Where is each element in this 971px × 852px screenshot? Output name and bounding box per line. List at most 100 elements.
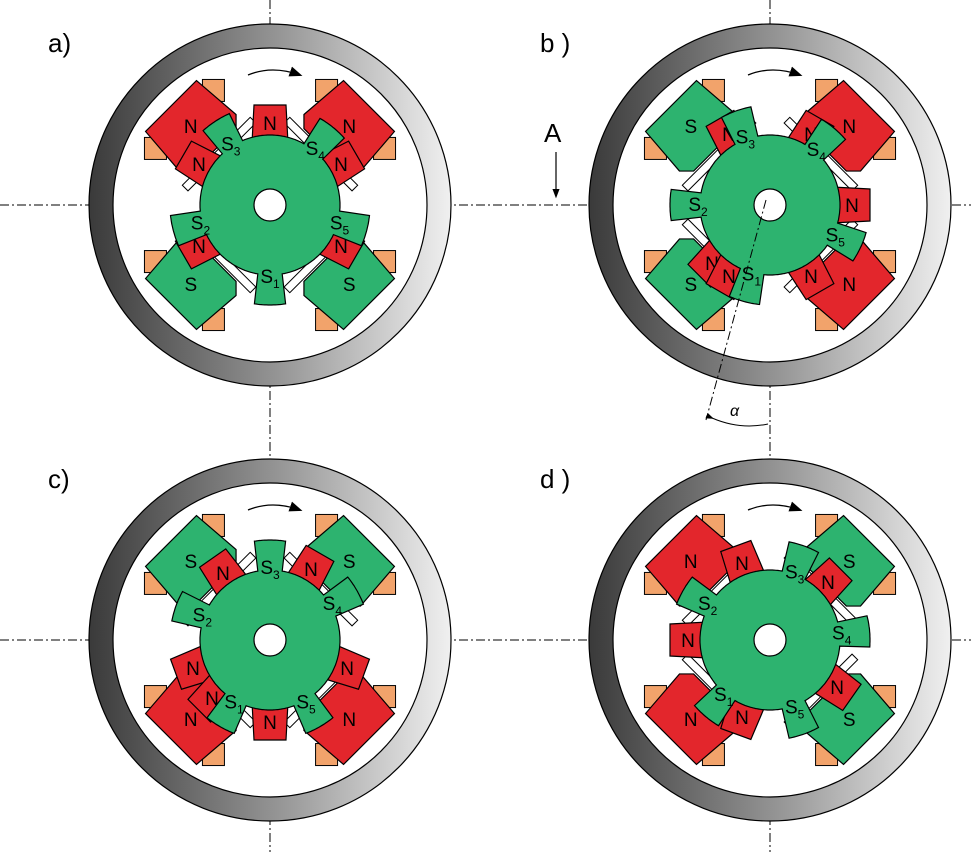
rotor-tooth-sub: 1 <box>237 702 244 716</box>
stator-pole-label: S <box>843 552 856 573</box>
rotor-tooth-base: S <box>224 692 237 713</box>
rotor-tooth-sub: 1 <box>727 695 734 709</box>
section-marker: A <box>544 118 562 199</box>
rotor-tooth-sub: 3 <box>748 137 755 151</box>
rotor-north-pole-label: N <box>830 678 844 699</box>
rotor-north-pole-label: N <box>735 708 749 729</box>
rotor-tooth-sub: 2 <box>701 205 708 219</box>
rotation-arrow <box>247 66 303 77</box>
rotor-tooth-label: S1 <box>260 267 280 291</box>
rotor-north-pole-label: N <box>804 267 818 288</box>
rotor-tooth-label: S2 <box>688 195 708 219</box>
rotor-tooth-sub: 3 <box>234 145 241 159</box>
rotor-tooth-sub: 4 <box>318 149 325 163</box>
angle-arc <box>705 412 769 427</box>
rotation-arrow <box>247 501 303 512</box>
rotor-north-pole-label: N <box>263 713 277 734</box>
rotation-arrow <box>747 66 803 77</box>
stator-pole-label: N <box>184 117 198 138</box>
rotor-tooth-sub: 3 <box>273 568 280 582</box>
stator-pole-label: N <box>684 552 698 573</box>
rotor-tooth-base: S <box>785 698 798 719</box>
rotor-shaft <box>753 623 787 657</box>
rotor-tooth-base: S <box>736 127 749 148</box>
stator-pole-label: S <box>684 117 697 138</box>
stator-pole-label: S <box>843 710 856 731</box>
rotor-north-pole-label: N <box>845 196 859 217</box>
rotor-north-pole-label: N <box>304 560 318 581</box>
rotor-north-pole-label: N <box>821 573 835 594</box>
rotor-tooth-base: S <box>191 214 204 235</box>
rotor-tooth-base: S <box>826 225 839 246</box>
rotor-north-pole-label: N <box>263 114 277 135</box>
rotor-shaft <box>753 188 787 222</box>
rotor-tooth-label: S3 <box>221 135 241 159</box>
rotor-tooth-label: S1 <box>742 265 762 289</box>
rotor-tooth-sub: 5 <box>838 235 845 249</box>
rotor-tooth-base: S <box>221 135 234 156</box>
panel-label: a) <box>48 28 71 58</box>
rotor-tooth-label: S5 <box>330 214 350 238</box>
stator-pole-label: N <box>184 710 198 731</box>
rotor-tooth-label: S4 <box>807 140 827 164</box>
rotor-tooth-sub: 5 <box>798 708 805 722</box>
rotation-arrow <box>747 501 803 512</box>
rotor-tooth-label: S4 <box>832 624 852 648</box>
rotor-shaft <box>253 188 287 222</box>
rotor-north-pole-label: N <box>192 237 206 258</box>
rotor-tooth-label: S1 <box>224 692 244 716</box>
rotor-tooth-label: S2 <box>698 594 718 618</box>
rotor-north-pole-label: N <box>340 659 354 680</box>
stator-pole-label: N <box>342 117 356 138</box>
section-marker-label: A <box>544 118 562 148</box>
rotor-tooth-label: S2 <box>191 214 211 238</box>
stator-pole-label: S <box>184 275 197 296</box>
rotor-tooth-sub: 4 <box>819 150 826 164</box>
rotor-tooth-label: S3 <box>736 127 756 151</box>
panel-label: c) <box>48 464 70 494</box>
rotor-tooth-base: S <box>260 558 273 579</box>
rotor-north-pole-label: N <box>722 267 736 288</box>
rotor-tooth-sub: 1 <box>754 275 761 289</box>
rotor-tooth-label: S5 <box>826 225 846 249</box>
rotor-tooth-label: S5 <box>296 692 316 716</box>
rotor-tooth-label: S3 <box>785 562 805 586</box>
rotor-north-pole-label: N <box>334 237 348 258</box>
rotor-north-pole-label: N <box>205 689 219 710</box>
rotor-tooth-base: S <box>742 265 755 286</box>
stator-pole-label: S <box>684 275 697 296</box>
rotor-tooth-sub: 5 <box>309 702 316 716</box>
angle-annotation: α <box>705 199 769 427</box>
rotor-tooth-sub: 4 <box>335 604 342 618</box>
rotor-tooth-label: S4 <box>306 139 326 163</box>
stator-pole-label: S <box>184 552 197 573</box>
rotor-tooth-label: S5 <box>785 698 805 722</box>
angle-ray <box>705 199 767 421</box>
rotor-tooth-label: S2 <box>193 605 213 629</box>
stator-pole-label: N <box>342 710 356 731</box>
panel-label: b ) <box>540 28 570 58</box>
rotor-shaft <box>253 623 287 657</box>
rotor-tooth-sub: 1 <box>273 277 280 291</box>
rotor-tooth-base: S <box>330 214 343 235</box>
rotor-tooth-label: S3 <box>260 558 280 582</box>
rotor-tooth-base: S <box>306 139 319 160</box>
rotor-tooth-base: S <box>714 685 727 706</box>
rotor-north-pole-label: N <box>186 659 200 680</box>
rotor-tooth-base: S <box>688 195 701 216</box>
rotor-tooth-base: S <box>698 594 711 615</box>
rotor-tooth-sub: 2 <box>205 615 212 629</box>
rotor-tooth-sub: 4 <box>845 634 852 648</box>
panel-label: d ) <box>540 464 570 494</box>
rotor-north-pole-label: N <box>735 554 749 575</box>
rotor-north-pole-label: N <box>681 631 695 652</box>
rotor-tooth-sub: 2 <box>711 604 718 618</box>
rotor-tooth-label: S1 <box>714 685 734 709</box>
rotor-tooth-sub: 2 <box>203 224 210 238</box>
panel-b: b )NNSSNNNNNNS1S2S3S4S5 <box>540 23 952 387</box>
